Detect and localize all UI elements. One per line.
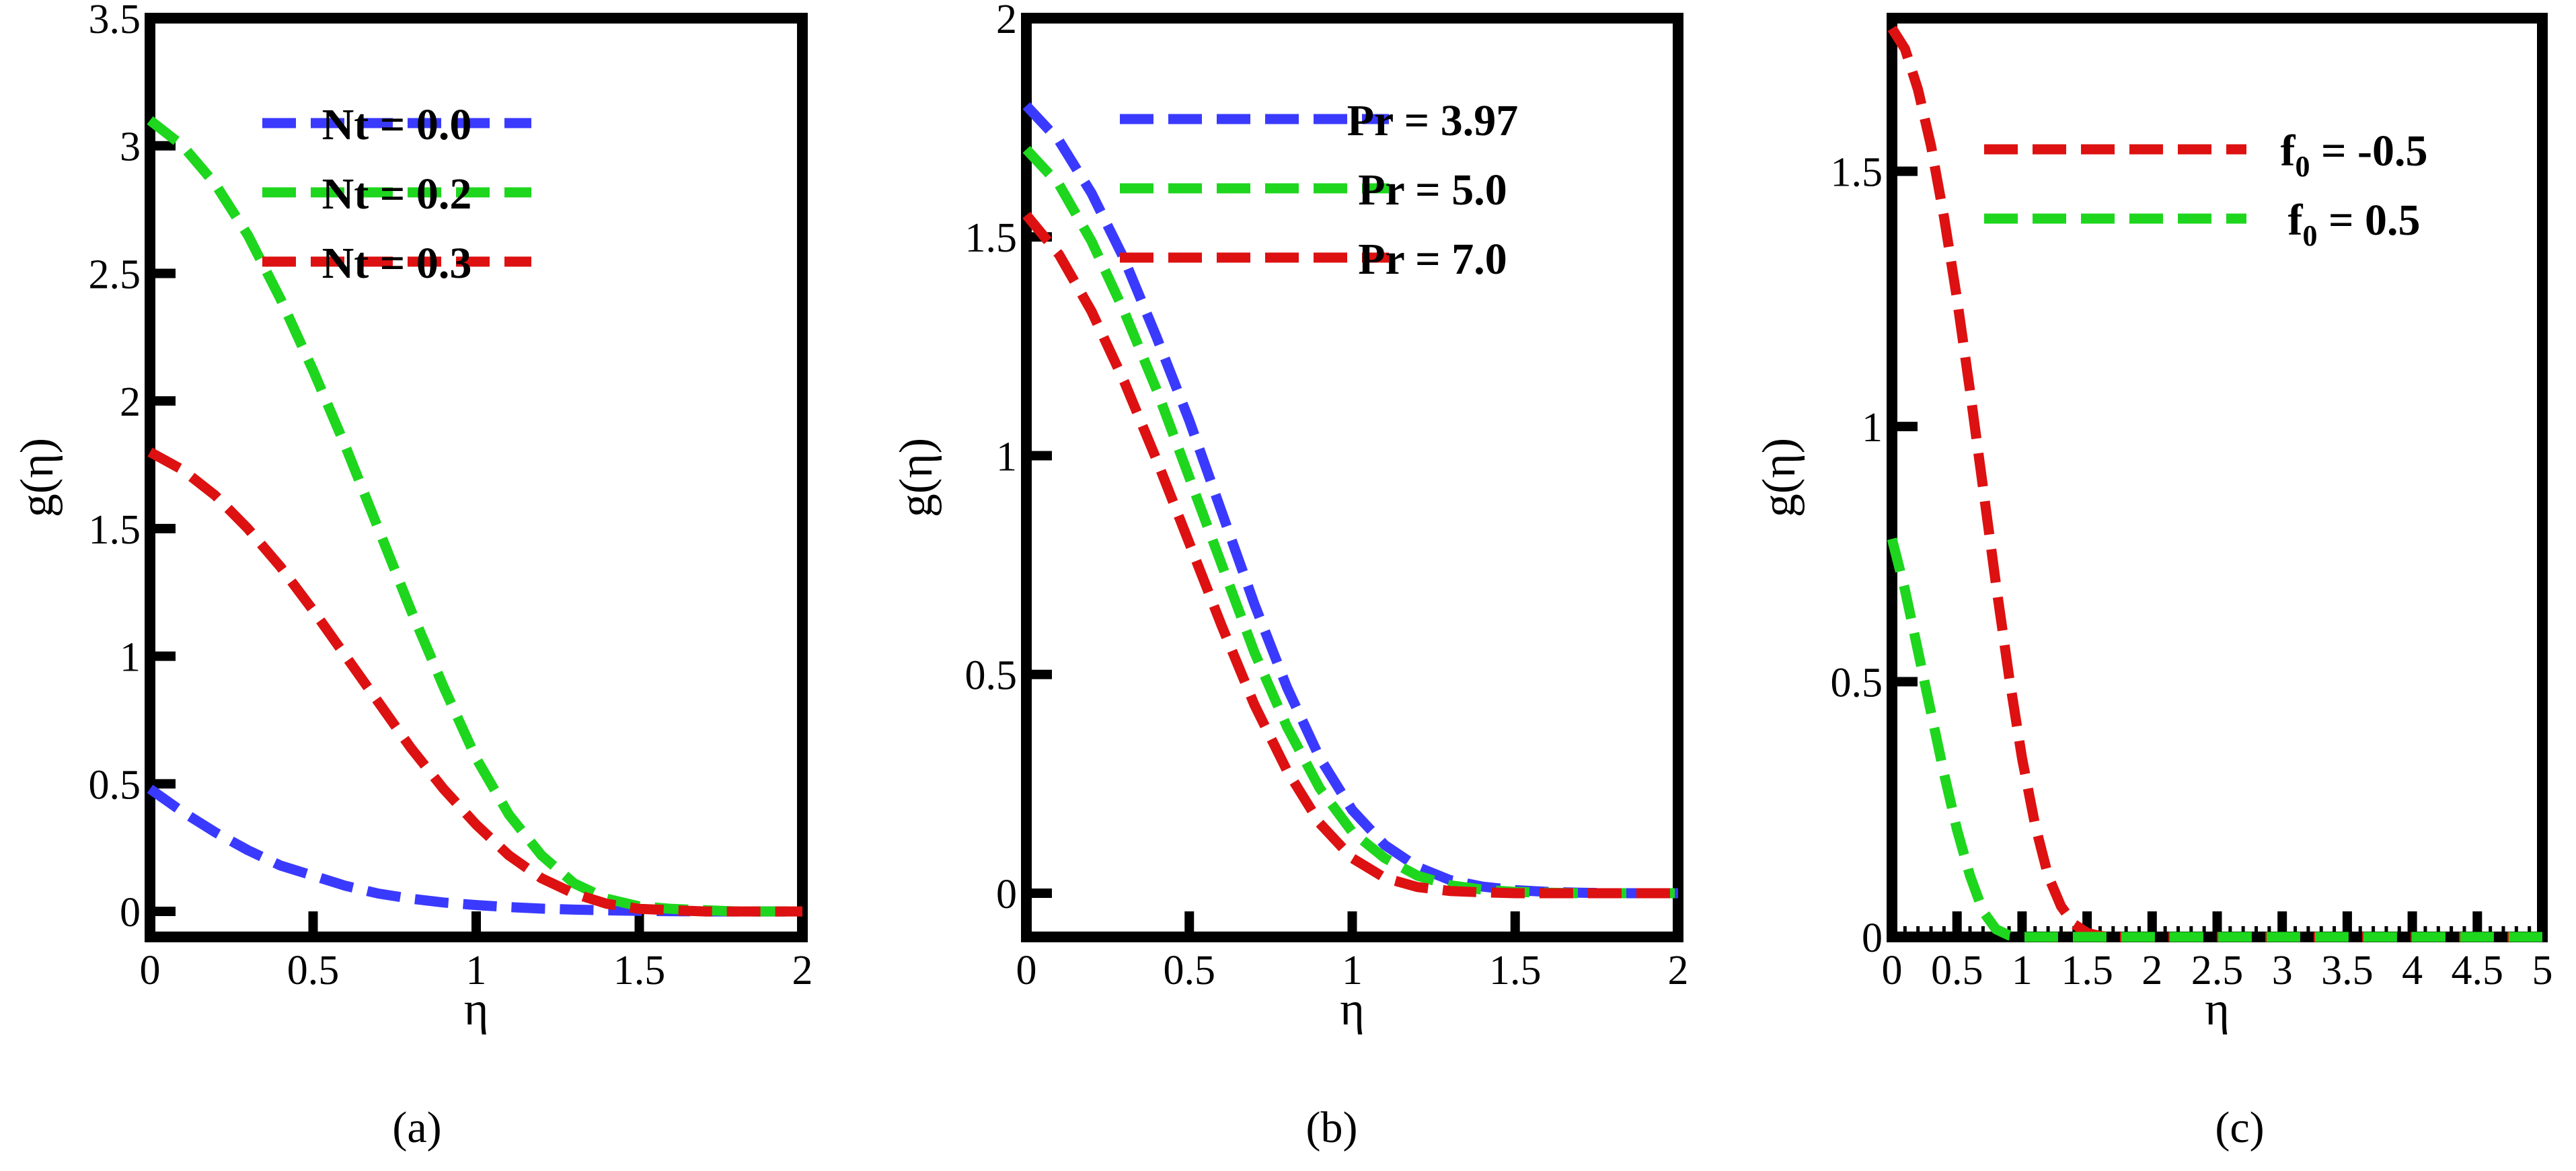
y-tick-label: 1.5: [965, 215, 1018, 261]
series-line-2: [1887, 537, 2542, 942]
y-axis-label: g(η): [891, 438, 942, 517]
panel-label: (c): [2215, 1103, 2264, 1152]
y-tick-label: 3: [120, 124, 141, 170]
x-tick-label: 2: [2142, 948, 2162, 993]
y-tick-label: 0.5: [1831, 660, 1883, 706]
x-tick-label: 4.5: [2452, 948, 2504, 993]
y-axis-label: g(η): [11, 438, 63, 517]
plot-frame: [1021, 13, 1683, 942]
plot-frame: [1887, 13, 2548, 942]
x-axis-label: η: [1340, 983, 1365, 1035]
y-tick-label: 0.5: [89, 762, 141, 808]
series-line-1: [147, 784, 802, 917]
legend-label: Pr = 3.97: [1347, 96, 1519, 145]
chart-panel-3: 0 0.5 1 1.5 2 2.5 3 3.5 4 4.5 5 0 0.5 1 1.5 η g(η) f0 = -…: [1753, 13, 2553, 1152]
y-tick-label: 1: [996, 434, 1017, 480]
x-tick-label: 2.5: [2191, 948, 2244, 993]
x-tick-label: 5: [2532, 948, 2553, 993]
legend-label: f0 = 0.5: [2287, 196, 2420, 252]
panel-label: (a): [392, 1103, 441, 1152]
plot-frame: [145, 13, 808, 942]
x-tick-label: 1: [2012, 948, 2033, 993]
x-tick-label: 2: [792, 948, 813, 993]
x-axis-label: η: [464, 983, 489, 1035]
y-tick-label: 3.5: [89, 0, 141, 42]
y-tick-label: 1: [1862, 405, 1883, 451]
x-tick-label: 3.5: [2321, 948, 2374, 993]
chart-panel-2: 0 0.5 1 1.5 2 0 0.5 1 1.5 2 η g(η) Pr = 3.97 Pr = 5.0…: [891, 0, 1689, 1152]
series-line-3: [1022, 211, 1678, 899]
y-tick-label: 1.5: [1831, 150, 1883, 196]
x-axis-label: η: [2205, 983, 2230, 1035]
y-tick-label: 0: [1862, 915, 1883, 961]
legend-label: Nt = 0.2: [322, 169, 472, 219]
y-tick-label: 0: [996, 872, 1017, 917]
y-tick-label: 2.5: [89, 252, 141, 297]
x-tick-label: 0.5: [287, 948, 340, 993]
series-line-3: [147, 447, 802, 917]
x-tick-label: 4: [2402, 948, 2423, 993]
series-line-1: [1887, 26, 2542, 942]
legend-label: Pr = 7.0: [1358, 235, 1507, 284]
x-tick-label: 0.5: [1164, 948, 1216, 993]
legend-label: f0 = -0.5: [2280, 126, 2427, 183]
x-tick-label: 0: [1016, 948, 1037, 993]
x-tick-label: 0: [140, 948, 161, 993]
y-tick-label: 1.5: [89, 507, 141, 553]
y-tick-label: 2: [120, 379, 141, 425]
legend-label: Nt = 0.0: [322, 100, 472, 149]
x-tick-label: 0: [1882, 948, 1903, 993]
series-line-2: [147, 116, 802, 917]
x-tick-label: 1.5: [1489, 948, 1542, 993]
x-tick-label: 1: [466, 948, 487, 993]
y-tick-label: 0: [120, 890, 141, 936]
legend-label: Nt = 0.3: [322, 239, 472, 288]
x-tick-label: 1: [1342, 948, 1363, 993]
legend-label: Pr = 5.0: [1358, 165, 1507, 215]
x-tick-label: 1.5: [613, 948, 666, 993]
x-tick-label: 2: [1668, 948, 1689, 993]
chart-panel-1: 0 0.5 1 1.5 2 0 0.5 1 1.5 2 2.5 3 3.5 η g(η) Nt = 0.0 Nt…: [11, 0, 813, 1152]
series-line-1: [1022, 102, 1678, 899]
x-tick-label: 0.5: [1931, 948, 1983, 993]
y-tick-label: 1: [120, 635, 141, 681]
y-tick-label: 2: [996, 0, 1017, 42]
y-axis-label: g(η): [1753, 438, 1805, 517]
x-tick-label: 3: [2272, 948, 2293, 993]
x-tick-label: 1.5: [2061, 948, 2113, 993]
y-tick-label: 0.5: [965, 653, 1018, 699]
panel-label: (b): [1306, 1103, 1358, 1152]
